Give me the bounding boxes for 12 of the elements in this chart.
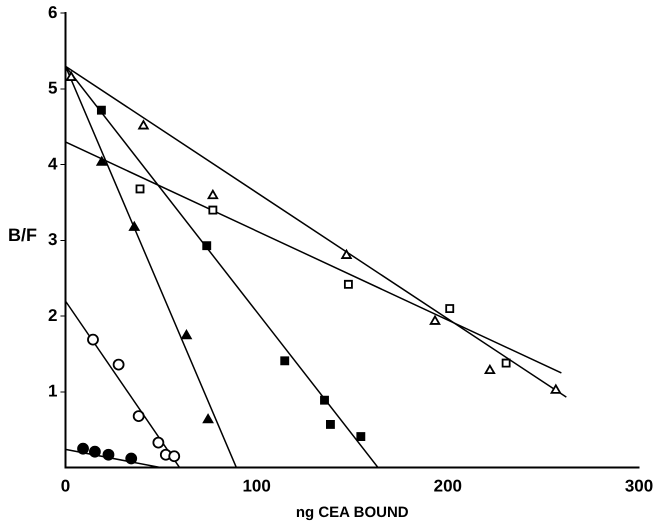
y-tick-label: 6	[48, 2, 58, 22]
y-tick-label: 5	[48, 78, 58, 98]
x-axis-title: ng CEA BOUND	[296, 504, 409, 522]
y-tick-label: 1	[48, 382, 58, 401]
x-tick-label: 0	[60, 476, 70, 496]
y-tick-label: 4	[48, 154, 58, 174]
y-tick-label: 3	[48, 230, 58, 250]
x-tick-label: 200	[434, 476, 462, 496]
x-tick-label: 100	[242, 476, 271, 496]
y-axis-title: B/F	[8, 225, 37, 246]
y-tick-label: 2	[48, 306, 58, 325]
x-tick-label: 300	[624, 476, 654, 496]
